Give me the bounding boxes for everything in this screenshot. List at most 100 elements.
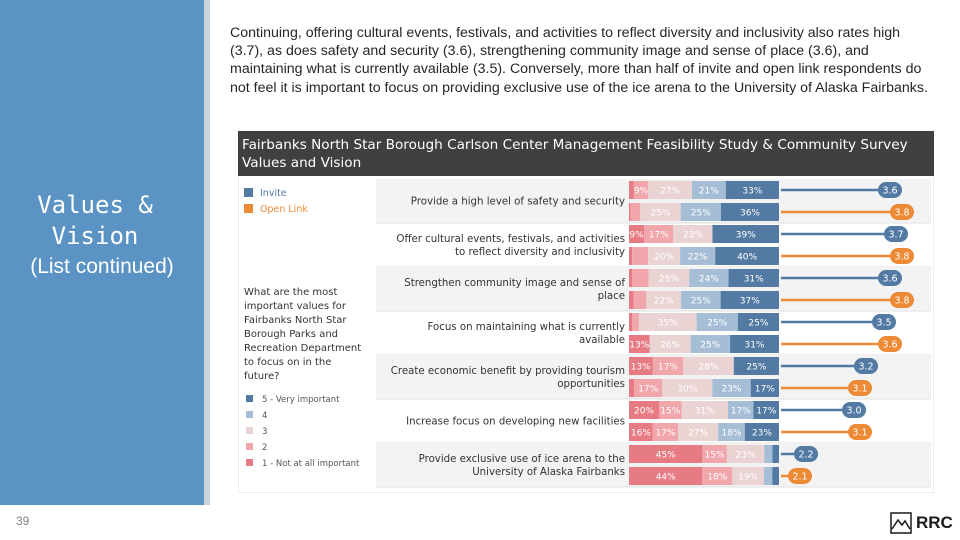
bar-segment [629,401,659,419]
bar-value-label: 31% [744,275,764,285]
question-line: to focus on in the [244,357,331,368]
bar-value-label: 35% [658,319,678,329]
category-label: Create economic benefit by providing tou… [391,366,625,377]
bar-value-label: 17% [638,385,658,395]
scale-legend-swatch [246,427,253,434]
bar-segment [772,467,779,485]
bar-segment [733,357,779,375]
bar-value-label: 26% [660,341,680,351]
category-label: Increase focus on developing new facilit… [406,417,625,428]
bar-value-label: 20% [654,253,674,263]
bar-segment [629,291,634,309]
bar-value-label: 17% [649,231,669,241]
bar-value-label: 36% [740,209,760,219]
question-line: Recreation Department [244,343,361,354]
bar-segment [632,269,649,287]
intro-paragraph: Continuing, offering cultural events, fe… [230,25,928,96]
mean-value-label: 3.1 [852,384,867,395]
bar-value-label: 13% [631,363,651,373]
bar-value-label: 17% [731,407,751,417]
bars: 9% 27% 21% 33% 25% 25% 36% 9% 17% 23% 39% 20% 22% 40%… [629,181,779,485]
bar-segment [702,445,727,463]
bar-segment [633,181,649,199]
category-labels: Provide a high level of safety and secur… [391,197,626,479]
question-line: Fairbanks North Star [244,315,347,326]
bar-value-label: 40% [737,253,757,263]
bar-value-label: 31% [695,407,715,417]
mean-badge [788,468,812,484]
bar-value-label: 37% [740,297,760,307]
mean-badge [794,446,818,462]
bar-value-label: 9% [630,231,645,241]
category-label: opportunities [557,379,625,390]
mean-badge [842,402,866,418]
chart-header [238,131,934,176]
bar-segment [712,225,779,243]
bar-value-label: 18% [721,429,741,439]
bar-segment [632,247,649,265]
bar-value-label: 25% [691,297,711,307]
bar-segment [648,181,692,199]
bar-value-label: 23% [752,429,772,439]
bar-segment [634,379,663,397]
category-label: Strengthen community image and sense of [404,278,625,289]
mean-value-label: 2.1 [792,472,807,483]
bar-segment [715,247,779,265]
bar-segment [726,445,765,463]
scale-legend-label: 5 - Very important [262,395,340,405]
scale-legend-swatch [246,395,253,402]
legend-open-link-label: Open Link [260,204,308,215]
bar-segment [750,379,779,397]
bar-value-label: 33% [742,187,762,197]
category-label: University of Alaska Fairbanks [472,467,625,478]
mean-badge [848,380,872,396]
scale-legend-label: 3 [262,427,267,437]
slide-title: Values & Vision [37,191,153,250]
bar-segment [744,423,779,441]
bar-segment [629,247,633,265]
bar-segment [652,357,684,375]
bar-value-label: 9% [634,187,649,197]
mean-value-label: 3.6 [882,274,897,285]
bar-value-label: 23% [683,231,703,241]
bar-value-label: 17% [756,407,776,417]
bar-value-label: 17% [755,385,775,395]
bar-segment [629,313,633,331]
mean-value-label: 3.8 [894,252,909,263]
sidebar-panel [0,0,204,505]
bar-segment [629,203,631,221]
scale-legend: 5 - Very important 4 3 2 1 - Not at all impo… [246,395,360,469]
category-label: Offer cultural events, festivals, and ac… [396,234,625,245]
mean-value-label: 3.6 [882,186,897,197]
mean-value-label: 3.8 [894,296,909,307]
bar-segment [629,445,703,463]
scale-legend-label: 4 [262,411,267,421]
bar-segment [632,313,639,331]
bar-segment [629,357,653,375]
mean-badge [854,358,878,374]
bar-value-label: 21% [699,187,719,197]
bar-segment [638,313,697,331]
question-line: future? [244,371,279,382]
bar-segment [629,269,633,287]
bar-segment [691,181,726,199]
bar-segment [673,225,713,243]
bar-segment [718,423,745,441]
bar-value-label: 25% [659,275,679,285]
bar-value-label: 22% [688,253,708,263]
mean-badge [890,204,914,220]
bar-segment [629,225,645,243]
bar-value-label: 44% [656,473,676,483]
bar-value-label: 19% [738,473,758,483]
bar-segment [633,291,647,309]
category-label: available [579,335,625,346]
mean-badge [878,182,902,198]
bar-segment [680,203,721,221]
bar-value-label: 39% [736,231,756,241]
bar-segment [728,401,754,419]
mean-badge [878,336,902,352]
mean-badge [890,248,914,264]
chart-title: Fairbanks North Star Borough Carlson Cen… [242,137,908,153]
scale-legend-label: 2 [262,443,267,453]
bar-segment [690,335,731,353]
